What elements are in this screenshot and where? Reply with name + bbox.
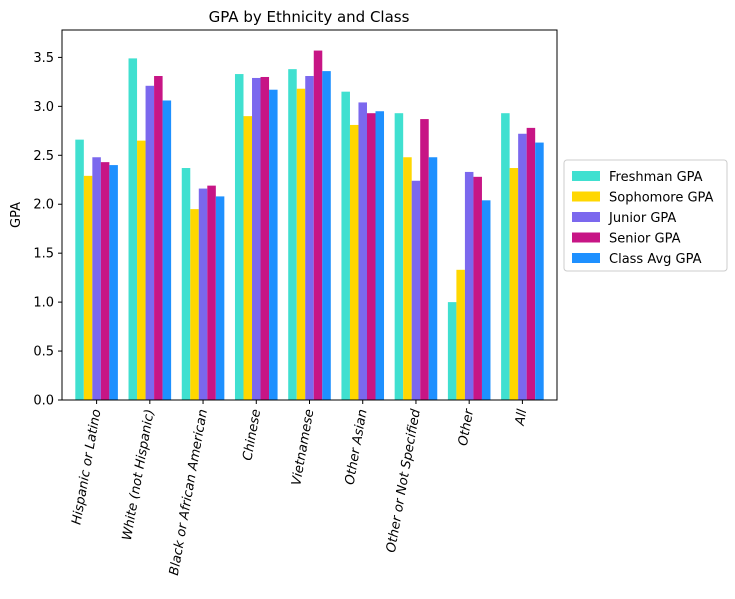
legend-label: Sophomore GPA [609, 191, 714, 206]
bar-senior-gpa-8 [526, 127, 536, 400]
bar-freshman-gpa-2 [181, 168, 191, 400]
legend-label: Senior GPA [609, 232, 681, 247]
x-tick-label: Vietnamese [289, 408, 317, 487]
legend: Freshman GPA Sophomore GPA Junior GPA Senio… [563, 159, 728, 272]
bar-senior-gpa-3 [260, 76, 270, 400]
bar-class-avg-gpa-5 [375, 111, 385, 401]
plot-area [61, 29, 558, 401]
y-axis: 0.0 0.5 1.0 1.5 2.0 2.5 3.0 3.5 [33, 51, 62, 409]
bar-junior-gpa-5 [358, 102, 367, 401]
bar-class-avg-gpa-2 [215, 196, 225, 400]
bar-freshman-gpa-8 [501, 113, 510, 400]
x-tick-label: Hispanic or Latino [69, 408, 104, 526]
legend-swatch [572, 191, 600, 202]
x-tick-label: Black or African American [167, 408, 211, 577]
legend-box [563, 159, 728, 272]
bar-freshman-gpa-5 [341, 91, 350, 401]
bar-junior-gpa-7 [464, 171, 474, 400]
bar-senior-gpa-7 [473, 176, 482, 400]
bar-junior-gpa-8 [518, 133, 527, 400]
legend-swatch [572, 232, 600, 243]
legend-label: Junior GPA [608, 211, 676, 226]
legend-swatch [572, 253, 600, 263]
legend-label: Class Avg GPA [609, 252, 702, 267]
y-tick-label: 1.0 [33, 296, 54, 311]
bar-senior-gpa-2 [207, 185, 216, 400]
bar-freshman-gpa-4 [288, 69, 297, 401]
bar-senior-gpa-0 [100, 162, 110, 400]
y-axis-label: GPA [9, 202, 24, 228]
bar-sophomore-gpa-8 [509, 168, 519, 400]
bar-junior-gpa-3 [252, 77, 261, 401]
chart-title: GPA by Ethnicity and Class [209, 8, 410, 26]
bar-sophomore-gpa-3 [243, 116, 253, 400]
y-tick-label: 3.0 [33, 100, 54, 115]
legend-label: Freshman GPA [609, 170, 703, 185]
bar-class-avg-gpa-8 [535, 142, 544, 400]
legend-swatch [572, 171, 600, 181]
bar-freshman-gpa-0 [75, 139, 84, 400]
bar-senior-gpa-5 [366, 113, 376, 400]
x-axis: Hispanic or Latino White (not Hispanic) Bl… [69, 400, 530, 577]
bar-class-avg-gpa-0 [109, 165, 118, 400]
bar-junior-gpa-1 [145, 85, 155, 400]
bar-freshman-gpa-1 [128, 58, 138, 400]
bar-class-avg-gpa-4 [322, 71, 331, 401]
bar-sophomore-gpa-4 [296, 88, 306, 400]
bar-sophomore-gpa-5 [349, 124, 359, 400]
bar-class-avg-gpa-7 [481, 200, 491, 400]
bar-senior-gpa-1 [154, 76, 163, 400]
bar-class-avg-gpa-6 [428, 157, 438, 400]
x-tick-label: White (not Hispanic) [120, 408, 158, 541]
bar-freshman-gpa-7 [447, 302, 457, 400]
bar-class-avg-gpa-3 [269, 89, 278, 401]
y-tick-label: 0.5 [33, 345, 54, 360]
bar-junior-gpa-2 [198, 188, 208, 400]
y-tick-label: 1.5 [33, 247, 54, 262]
legend-swatch [572, 212, 600, 222]
bar-sophomore-gpa-6 [403, 157, 412, 400]
x-tick-label: Other [456, 406, 477, 447]
bar-sophomore-gpa-7 [456, 269, 465, 400]
x-tick-label: Other or Not Specified [384, 407, 424, 553]
bar-sophomore-gpa-2 [190, 209, 199, 400]
y-tick-label: 2.0 [33, 198, 54, 213]
y-tick-label: 3.5 [33, 51, 54, 66]
bar-class-avg-gpa-1 [162, 100, 172, 400]
x-tick-label: Other Asian [343, 408, 371, 486]
x-tick-label: Chinese [240, 408, 264, 462]
bar-junior-gpa-0 [92, 157, 101, 400]
bar-sophomore-gpa-0 [83, 175, 93, 400]
x-tick-label: All [513, 408, 531, 428]
bar-junior-gpa-6 [411, 180, 421, 400]
bar-freshman-gpa-6 [394, 113, 404, 400]
bar-sophomore-gpa-1 [137, 140, 146, 401]
y-tick-label: 0.0 [33, 394, 54, 409]
bar-junior-gpa-4 [305, 76, 314, 400]
bar-senior-gpa-4 [313, 50, 323, 401]
bar-senior-gpa-6 [420, 119, 429, 400]
bar-freshman-gpa-3 [234, 74, 244, 401]
y-tick-label: 2.5 [33, 149, 54, 164]
